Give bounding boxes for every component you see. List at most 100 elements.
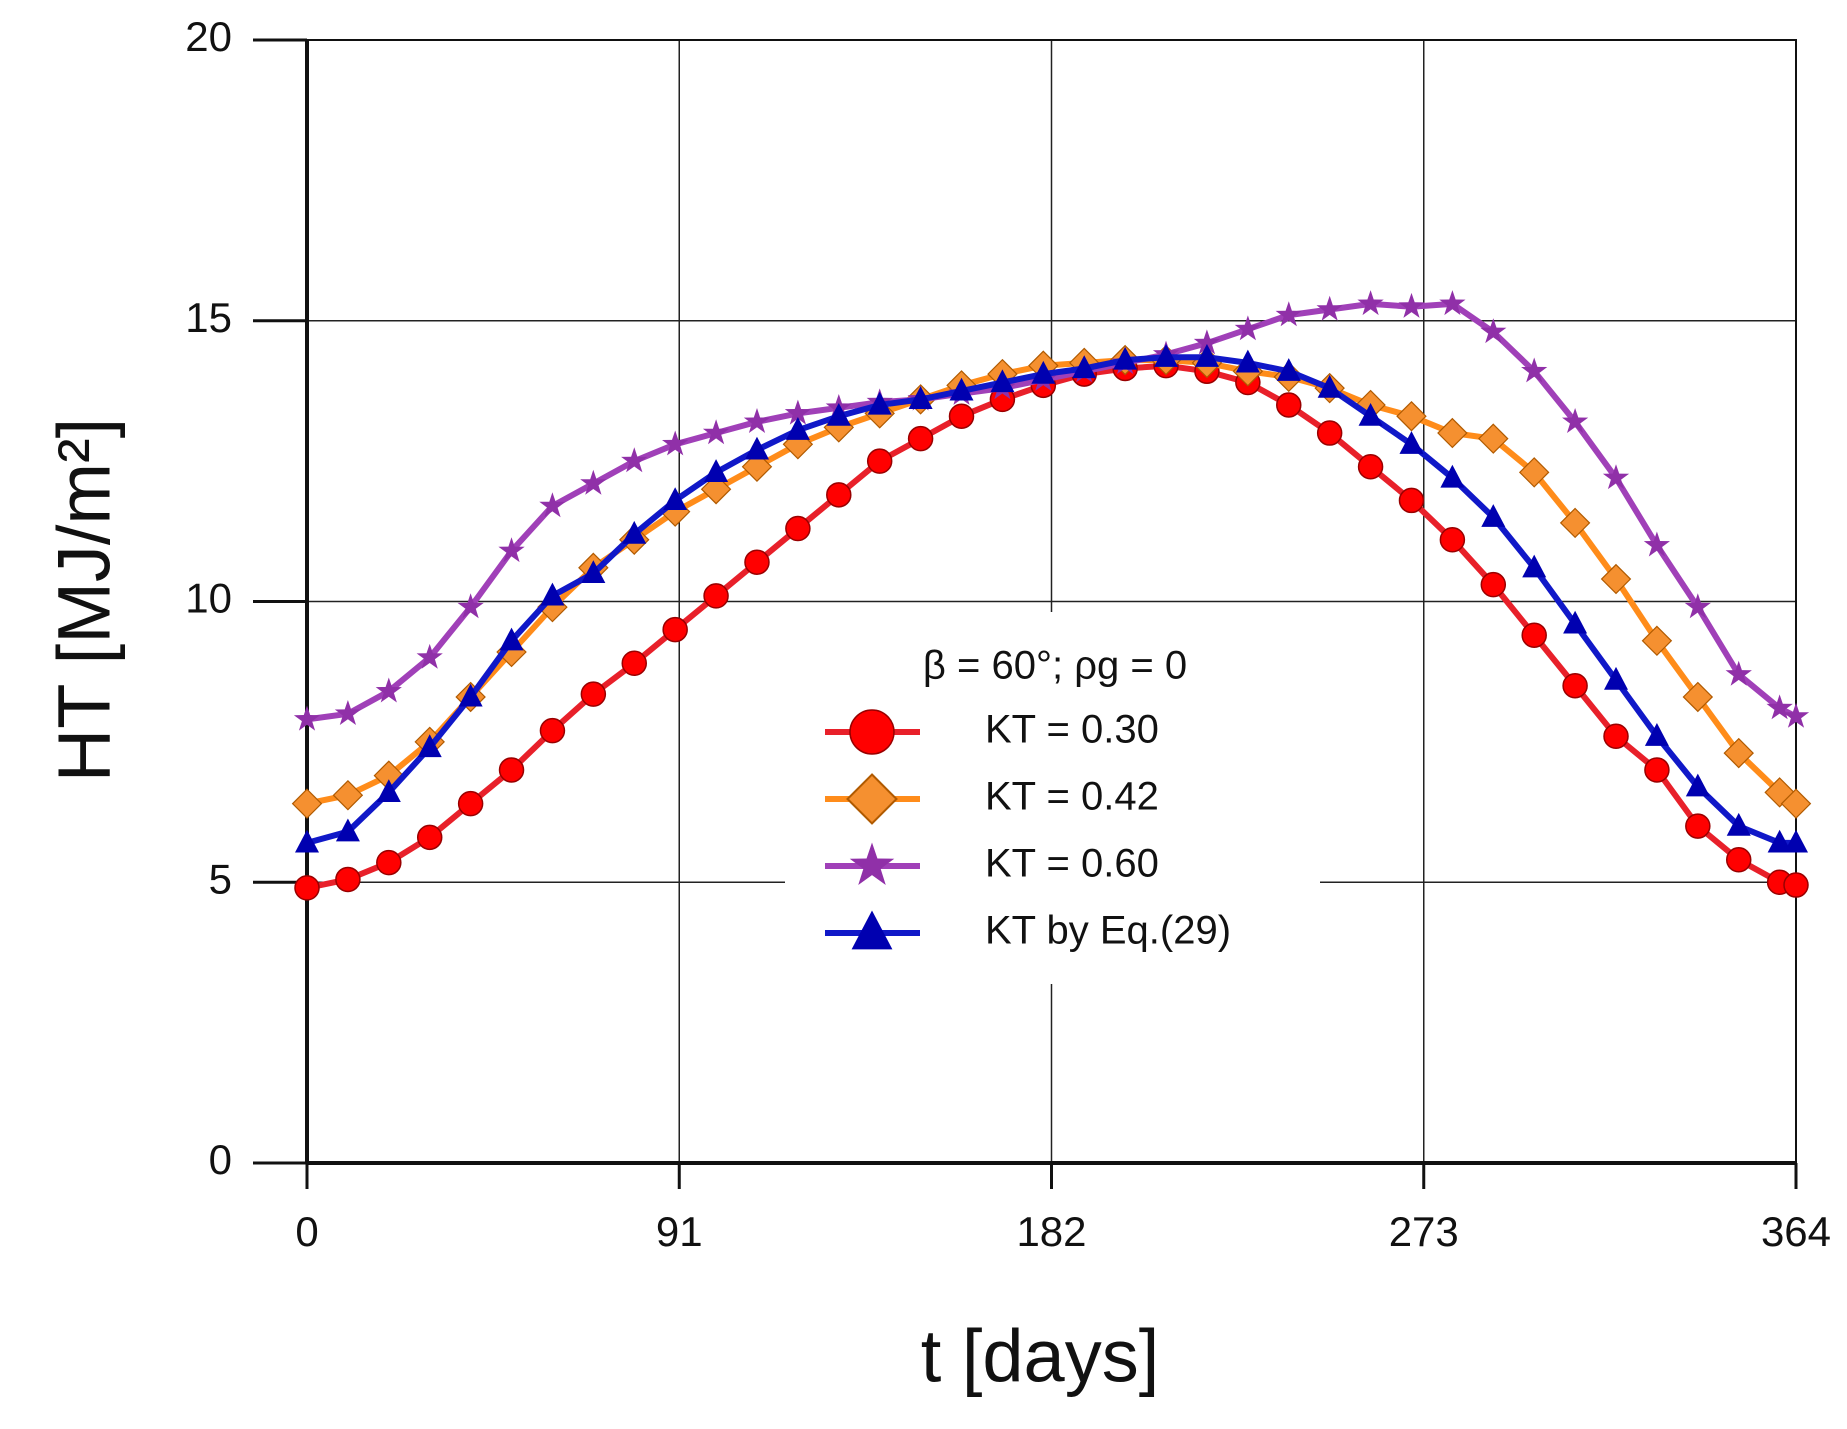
marker	[581, 560, 606, 584]
marker	[1518, 457, 1550, 488]
marker	[1276, 358, 1301, 381]
x-tick-label: 182	[1016, 1208, 1086, 1255]
legend-marker	[849, 709, 895, 755]
marker	[1604, 666, 1629, 690]
x-tick-label: 364	[1761, 1208, 1831, 1255]
marker	[1767, 829, 1792, 853]
marker	[1439, 526, 1466, 553]
marker	[866, 448, 893, 474]
marker	[334, 700, 361, 725]
marker	[1193, 329, 1221, 355]
marker	[498, 537, 525, 563]
marker	[1723, 737, 1754, 769]
marker	[621, 650, 648, 677]
marker	[1684, 593, 1711, 619]
legend-label: KT = 0.30	[985, 708, 1159, 752]
y-tick-label: 20	[185, 13, 232, 60]
marker	[1563, 610, 1588, 634]
marker	[826, 403, 851, 426]
marker	[539, 492, 566, 518]
marker	[1522, 554, 1547, 578]
marker	[1234, 315, 1261, 341]
marker	[458, 683, 483, 707]
x-axis-label: t [days]	[921, 1315, 1160, 1398]
y-axis-label: HT [MJ/m²]	[43, 418, 126, 782]
marker	[1782, 702, 1810, 728]
marker	[1399, 431, 1424, 454]
marker	[662, 616, 688, 643]
marker	[1481, 504, 1506, 527]
marker	[907, 425, 934, 452]
marker	[1644, 723, 1669, 746]
marker	[417, 734, 442, 758]
marker	[498, 757, 525, 783]
marker	[1641, 625, 1673, 657]
marker	[948, 403, 975, 429]
marker	[580, 469, 607, 495]
marker	[293, 705, 321, 731]
marker	[335, 866, 361, 893]
marker	[1113, 346, 1138, 370]
marker	[908, 386, 933, 409]
marker	[1358, 403, 1383, 426]
marker	[1603, 723, 1629, 750]
legend-label: KT = 0.42	[985, 775, 1159, 819]
marker	[1072, 355, 1097, 379]
marker	[1766, 694, 1793, 720]
marker	[1276, 392, 1302, 418]
marker	[1682, 681, 1714, 713]
marker	[1784, 829, 1808, 853]
marker	[700, 473, 732, 505]
marker	[1439, 290, 1466, 316]
marker	[332, 779, 364, 811]
marker	[1396, 400, 1427, 432]
marker	[539, 717, 566, 744]
marker	[785, 515, 811, 542]
marker	[785, 417, 810, 440]
marker	[1317, 374, 1342, 398]
marker	[1316, 295, 1343, 321]
marker	[949, 377, 974, 401]
marker	[1725, 660, 1752, 686]
marker	[416, 643, 443, 669]
marker	[744, 436, 769, 460]
marker	[375, 677, 402, 703]
y-tick-label: 0	[209, 1136, 232, 1183]
marker	[291, 788, 323, 819]
marker	[1437, 417, 1468, 449]
marker	[1562, 672, 1588, 699]
marker	[1602, 464, 1630, 490]
y-tick-label: 15	[185, 294, 232, 341]
marker	[1440, 464, 1465, 488]
x-tick-label: 91	[656, 1208, 703, 1255]
x-tick-label: 273	[1389, 1208, 1459, 1255]
marker	[1643, 531, 1670, 557]
marker	[457, 790, 484, 817]
marker	[621, 447, 648, 473]
marker	[1480, 571, 1507, 598]
marker	[1194, 344, 1219, 367]
marker	[1235, 349, 1260, 373]
marker	[376, 779, 401, 803]
marker	[540, 582, 565, 606]
marker	[1725, 847, 1752, 873]
marker	[1644, 757, 1670, 783]
marker	[376, 849, 402, 876]
marker	[1764, 777, 1795, 808]
marker	[990, 369, 1015, 393]
marker	[295, 829, 319, 853]
marker	[1316, 420, 1343, 446]
marker	[867, 391, 892, 415]
marker	[1480, 318, 1507, 344]
marker	[704, 459, 729, 482]
marker	[1600, 563, 1632, 595]
marker	[663, 487, 688, 511]
marker	[294, 875, 320, 901]
marker	[743, 408, 771, 433]
marker	[1726, 812, 1751, 836]
marker	[1478, 423, 1509, 454]
marker	[1357, 453, 1384, 480]
marker	[702, 419, 730, 445]
legend-title: β = 60°; ρg = 0	[923, 644, 1187, 688]
